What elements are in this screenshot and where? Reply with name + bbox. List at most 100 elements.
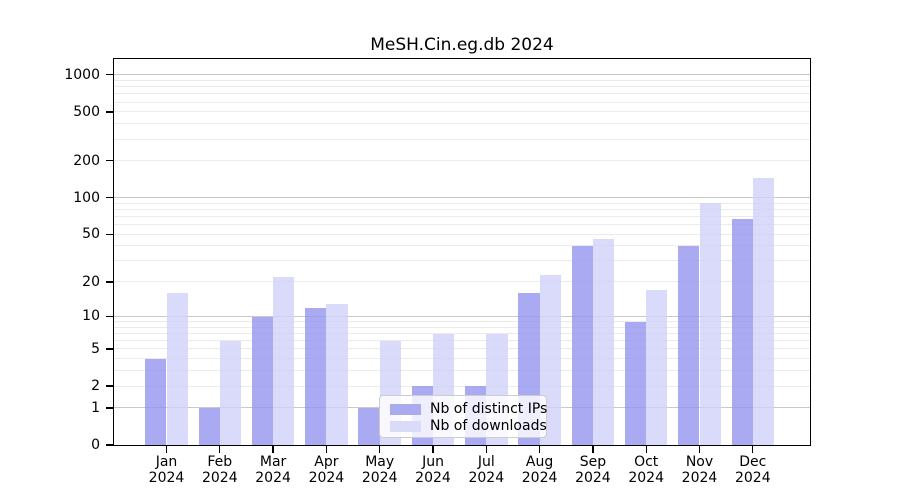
plot-area: 0 1 2 5 10 20 50 100 200 500 1000 Jan 2024 Feb 2024 Ma…: [64, 58, 811, 486]
gridline-minor: [114, 340, 810, 342]
y-tick: [106, 348, 114, 350]
gridline-minor: [114, 326, 810, 328]
gridline-minor: [114, 260, 810, 262]
x-label-aug: Aug 2024: [521, 454, 558, 486]
y-tick-label-50: 50: [82, 226, 100, 243]
gridline-minor: [114, 86, 810, 88]
gridline-minor: [114, 224, 810, 226]
x-tick: [219, 445, 221, 453]
x-label-nov: Nov 2024: [681, 454, 718, 486]
bar-downloads-feb: [219, 340, 242, 445]
chart-title: MeSH.Cin.eg.db 2024: [370, 35, 554, 55]
gridline-major: [114, 197, 810, 199]
y-tick-label-200: 200: [73, 152, 100, 169]
x-label-mar: Mar 2024: [255, 454, 291, 486]
y-tick: [106, 281, 114, 283]
bar-distinct-ips-may: [358, 407, 380, 445]
gridline-minor: [114, 93, 810, 95]
x-tick: [538, 445, 541, 453]
y-tick-label-5: 5: [91, 340, 100, 357]
gridline-minor: [114, 216, 810, 218]
x-tick: [432, 445, 434, 453]
x-tick: [485, 445, 487, 453]
gridline-minor: [114, 111, 810, 113]
y-tick: [106, 74, 114, 76]
gridline-minor: [114, 348, 810, 350]
gridline-minor: [114, 208, 810, 210]
bar-downloads-oct: [646, 290, 668, 445]
y-tick: [106, 444, 114, 446]
y-tick-label-10: 10: [82, 308, 100, 325]
gridline-minor: [114, 138, 810, 140]
y-tick-label-100: 100: [73, 189, 100, 206]
gridline-minor: [114, 281, 810, 283]
bar-downloads-dec: [752, 177, 775, 445]
gridline-minor: [114, 101, 810, 103]
x-label-dec: Dec 2024: [734, 454, 771, 486]
legend-label-distinct-ips: Nb of distinct IPs: [430, 401, 548, 417]
y-tick: [106, 385, 114, 387]
bar-downloads-jan: [166, 293, 188, 445]
y-tick: [106, 233, 114, 235]
bar-distinct-ips-jan: [145, 358, 167, 445]
y-tick: [106, 315, 114, 318]
gridline-minor: [114, 358, 810, 360]
bar-distinct-ips-dec: [731, 218, 753, 445]
gridline-major: [114, 74, 810, 76]
y-tick: [106, 407, 114, 409]
y-tick-label-500: 500: [73, 103, 100, 120]
y-tick-label-0: 0: [91, 437, 100, 453]
gridline-minor: [114, 321, 810, 323]
x-label-feb: Feb 2024: [201, 454, 238, 486]
legend-row-distinct-ips: Nb of distinct IPs: [390, 401, 547, 417]
legend-row-downloads: Nb of downloads: [390, 418, 547, 434]
gridline-minor: [114, 333, 810, 335]
x-label-jul: Jul 2024: [468, 454, 505, 486]
x-tick: [698, 445, 701, 453]
x-tick: [592, 445, 594, 453]
legend-swatch-downloads: [390, 420, 421, 432]
gridline-minor: [114, 160, 810, 162]
y-tick: [106, 196, 114, 199]
bar-distinct-ips-oct: [624, 321, 647, 445]
legend-swatch-distinct-ips: [390, 403, 421, 415]
bar-distinct-ips-apr: [305, 307, 327, 445]
x-label-sep: Sep 2024: [575, 454, 611, 486]
bar-downloads-mar: [273, 276, 295, 445]
x-label-jan: Jan 2024: [148, 454, 185, 486]
bar-distinct-ips-mar: [251, 316, 274, 445]
gridline-minor: [114, 202, 810, 204]
gridline-major: [114, 315, 810, 317]
x-tick: [272, 445, 274, 453]
x-tick: [325, 445, 328, 453]
x-tick: [645, 445, 647, 453]
gridline-minor: [114, 370, 810, 372]
bar-distinct-ips-nov: [678, 246, 700, 445]
x-label-jun: Jun 2024: [415, 454, 451, 486]
y-tick: [106, 160, 114, 162]
gridline-minor: [114, 245, 810, 247]
bar-downloads-nov: [699, 203, 721, 445]
y-tick-label-1000: 1000: [64, 66, 100, 83]
y-tick-label-20: 20: [82, 273, 100, 290]
bar-downloads-apr: [326, 303, 348, 445]
y-tick-label-2: 2: [91, 378, 100, 395]
bar-downloads-sep: [592, 238, 615, 445]
legend: Nb of distinct IPs Nb of downloads: [379, 395, 547, 438]
x-label-oct: Oct 2024: [628, 454, 664, 486]
x-label-may: May 2024: [361, 454, 398, 486]
x-tick: [165, 445, 168, 453]
gridline-minor: [114, 233, 810, 235]
bar-distinct-ips-sep: [571, 246, 593, 445]
gridline-minor: [114, 385, 810, 387]
x-label-apr: Apr 2024: [308, 454, 345, 486]
y-tick: [106, 111, 114, 113]
y-tick-label-1: 1: [91, 399, 100, 416]
x-tick: [752, 445, 754, 453]
gridline-minor: [114, 123, 810, 125]
gridline-minor: [114, 79, 810, 81]
legend-label-downloads: Nb of downloads: [430, 418, 547, 434]
x-tick: [379, 445, 381, 453]
bar-distinct-ips-feb: [198, 407, 220, 445]
